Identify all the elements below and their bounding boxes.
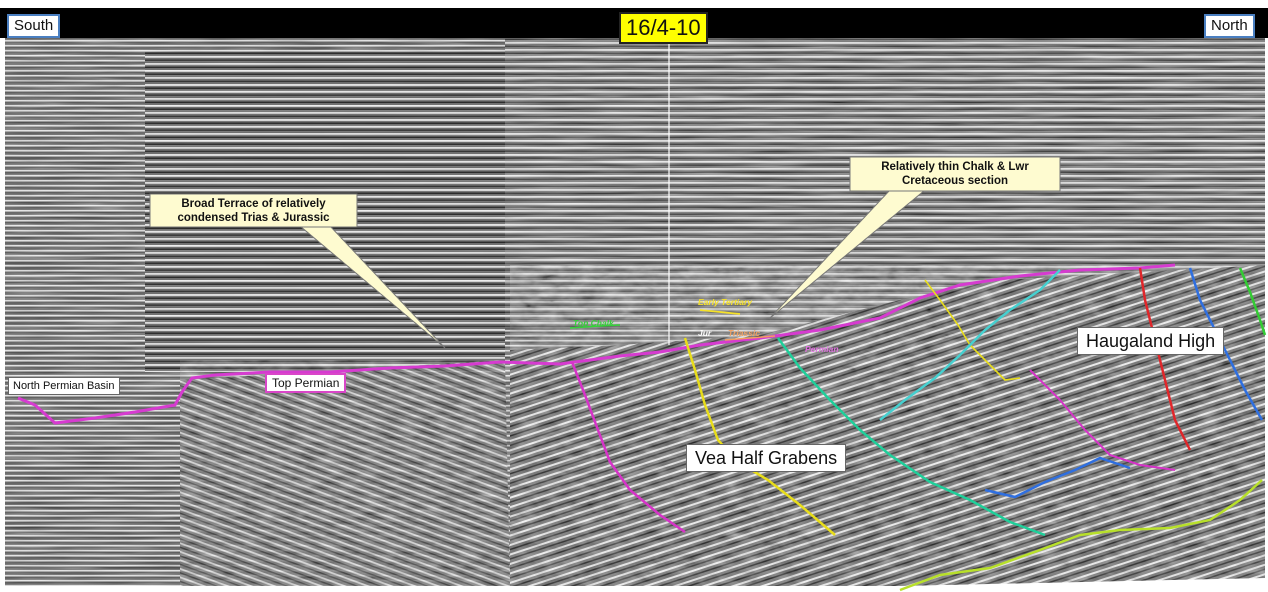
north-permian-basin-label: North Permian Basin	[8, 377, 120, 395]
fault-teal-1	[776, 337, 1046, 537]
jur-label: Jur	[698, 328, 712, 338]
permian-label: Permian	[805, 344, 839, 354]
well-label: 16/4-10	[619, 12, 708, 44]
south-label: South	[7, 14, 61, 38]
north-label: North	[1204, 14, 1255, 38]
fault-green-1	[1238, 267, 1267, 336]
fault-red-1	[1138, 267, 1192, 451]
callout-box-terrace	[149, 193, 358, 228]
horizon-top-permian	[17, 263, 1176, 425]
haugaland-high-label: Haugaland High	[1077, 327, 1225, 355]
chalk-callout: Relatively thin Chalk & Lwr Cretaceous s…	[881, 161, 1029, 187]
fault-blue-2	[984, 456, 1131, 499]
top-chalk-label: Top Chalk	[573, 318, 614, 328]
fault-magenta-2	[1029, 369, 1176, 471]
vea-half-grabens-label: Vea Half Grabens	[686, 444, 847, 472]
top-permian-label: Top Permian	[265, 373, 347, 393]
horizon-early-tertiary	[699, 309, 741, 315]
seismic-background	[5, 38, 1265, 586]
triassic-label: Triassic	[728, 328, 760, 338]
fault-lime-1	[899, 479, 1263, 592]
horizons	[17, 263, 1176, 425]
terrace-callout: Broad Terrace of relatively condensed Tr…	[177, 198, 330, 224]
horizon-top-chalk	[569, 324, 621, 329]
early-tertiary-label: Early Tertiary	[698, 297, 753, 307]
callout-box-chalk	[849, 156, 1061, 192]
fault-cyan-1	[879, 269, 1061, 421]
horizon-triassic	[724, 335, 776, 341]
fault-magenta-1	[570, 361, 686, 534]
